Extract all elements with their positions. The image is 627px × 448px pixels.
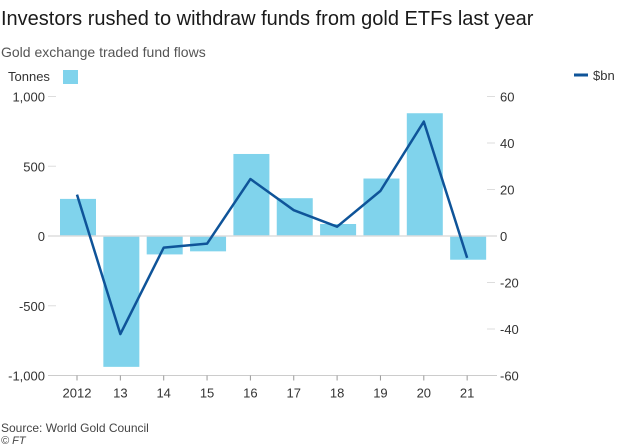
left-tick-label: 1,000: [12, 90, 45, 105]
legend-tonnes-swatch: [63, 70, 78, 84]
right-tick-label: -20: [500, 276, 519, 291]
x-tick-label: 15: [200, 386, 214, 401]
right-tick-label: -60: [500, 369, 519, 384]
x-tick-label: 2012: [63, 386, 92, 401]
x-tick-label: 13: [113, 386, 127, 401]
legend-bn-label: $bn: [593, 68, 615, 83]
bar-21: [450, 236, 487, 260]
bar-18: [320, 224, 357, 236]
right-tick-label: 0: [500, 229, 507, 244]
x-tick-label: 18: [330, 386, 344, 401]
left-tick-label: 500: [23, 159, 45, 174]
bar-14: [146, 236, 183, 255]
left-tick-label: -1,000: [8, 369, 45, 384]
bar-2012: [60, 198, 96, 236]
line-series-bn: [75, 120, 469, 336]
chart-subtitle: Gold exchange traded fund flows: [1, 44, 206, 60]
bar-13: [103, 236, 140, 367]
credit: © FT: [1, 435, 26, 447]
right-tick-label: 40: [500, 136, 514, 151]
left-tick-label: -500: [19, 299, 45, 314]
right-tick-label: 20: [500, 183, 514, 198]
chart-title: Investors rushed to withdraw funds from …: [1, 8, 534, 30]
bar-20: [406, 113, 443, 236]
right-tick-label: 60: [500, 90, 514, 105]
bar-17: [276, 198, 313, 236]
source-note: Source: World Gold Council: [1, 421, 149, 435]
x-tick-label: 17: [287, 386, 301, 401]
x-tick-label: 19: [373, 386, 387, 401]
x-tick-label: 14: [156, 386, 170, 401]
legend-tonnes-label: Tonnes: [8, 69, 50, 84]
x-tick-label: 16: [243, 386, 257, 401]
right-tick-label: -40: [500, 322, 519, 337]
x-tick-label: 20: [417, 386, 431, 401]
left-tick-label: 0: [38, 229, 45, 244]
x-tick-label: 21: [460, 386, 474, 401]
